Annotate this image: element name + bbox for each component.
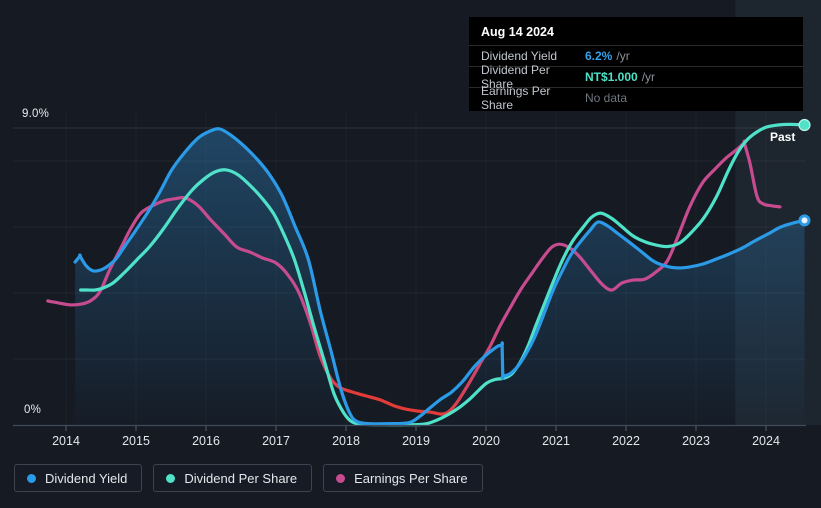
tooltip-value: NT$1.000 xyxy=(585,70,638,84)
tooltip-value-suffix: /yr xyxy=(616,49,630,63)
tooltip: Aug 14 2024 Dividend Yield 6.2% /yr Divi… xyxy=(469,17,803,112)
legend-label: Earnings Per Share xyxy=(354,470,468,486)
dividend-per-share-dot-icon xyxy=(166,473,176,483)
tooltip-row-dividend-yield: Dividend Yield 6.2% /yr xyxy=(469,45,803,66)
x-axis-label-2014: 2014 xyxy=(52,434,80,448)
legend-item-earnings-per-share[interactable]: Earnings Per Share xyxy=(323,464,483,492)
dividend-yield-area-fill xyxy=(75,128,805,425)
tooltip-row-dividend-per-share: Dividend Per Share NT$1.000 /yr xyxy=(469,63,803,91)
tooltip-value: 6.2% xyxy=(585,49,613,63)
x-axis-label-2018: 2018 xyxy=(332,434,360,448)
tooltip-value-suffix: /yr xyxy=(641,70,656,84)
dividend-yield-dot-icon xyxy=(27,473,36,483)
tooltip-label: Dividend Yield xyxy=(481,49,558,63)
legend-item-dividend-yield[interactable]: Dividend Yield xyxy=(14,464,143,492)
x-axis-label-2017: 2017 xyxy=(262,434,290,448)
x-axis-label-2024: 2024 xyxy=(752,434,780,448)
y-axis-label-max: 9.0% xyxy=(22,108,50,120)
dividend-per-share-line xyxy=(79,122,807,427)
past-label: Past xyxy=(770,130,796,144)
x-axis-label-2015: 2015 xyxy=(122,434,150,448)
y-axis-label-zero: 0% xyxy=(24,404,42,416)
legend: Dividend Yield Dividend Per Share Earnin… xyxy=(14,464,483,492)
earnings-per-share-line xyxy=(46,139,782,416)
tooltip-label: Earnings Per Share xyxy=(481,84,551,112)
tooltip-row-earnings-per-share: Earnings Per Share No data xyxy=(469,84,803,112)
tooltip-date: Aug 14 2024 xyxy=(481,25,554,39)
x-axis-label-2021: 2021 xyxy=(542,434,570,448)
dividend-per-share-endpoint-dot xyxy=(798,118,811,132)
x-axis-label-2016: 2016 xyxy=(192,434,220,448)
x-axis-label-2022: 2022 xyxy=(612,434,640,448)
x-axis-label-2020: 2020 xyxy=(472,434,500,448)
legend-label: Dividend Per Share xyxy=(184,470,298,486)
dividend-yield-line xyxy=(73,127,807,426)
dividend-yield-endpoint-dot xyxy=(798,214,811,227)
legend-label: Dividend Yield xyxy=(45,470,128,486)
tooltip-value: No data xyxy=(585,91,628,105)
tooltip-label: Dividend Per Share xyxy=(481,63,550,91)
legend-item-dividend-per-share[interactable]: Dividend Per Share xyxy=(153,464,313,492)
earnings-per-share-dot-icon xyxy=(336,473,346,483)
x-axis-label-2019: 2019 xyxy=(402,434,430,448)
x-axis-label-2023: 2023 xyxy=(682,434,710,448)
